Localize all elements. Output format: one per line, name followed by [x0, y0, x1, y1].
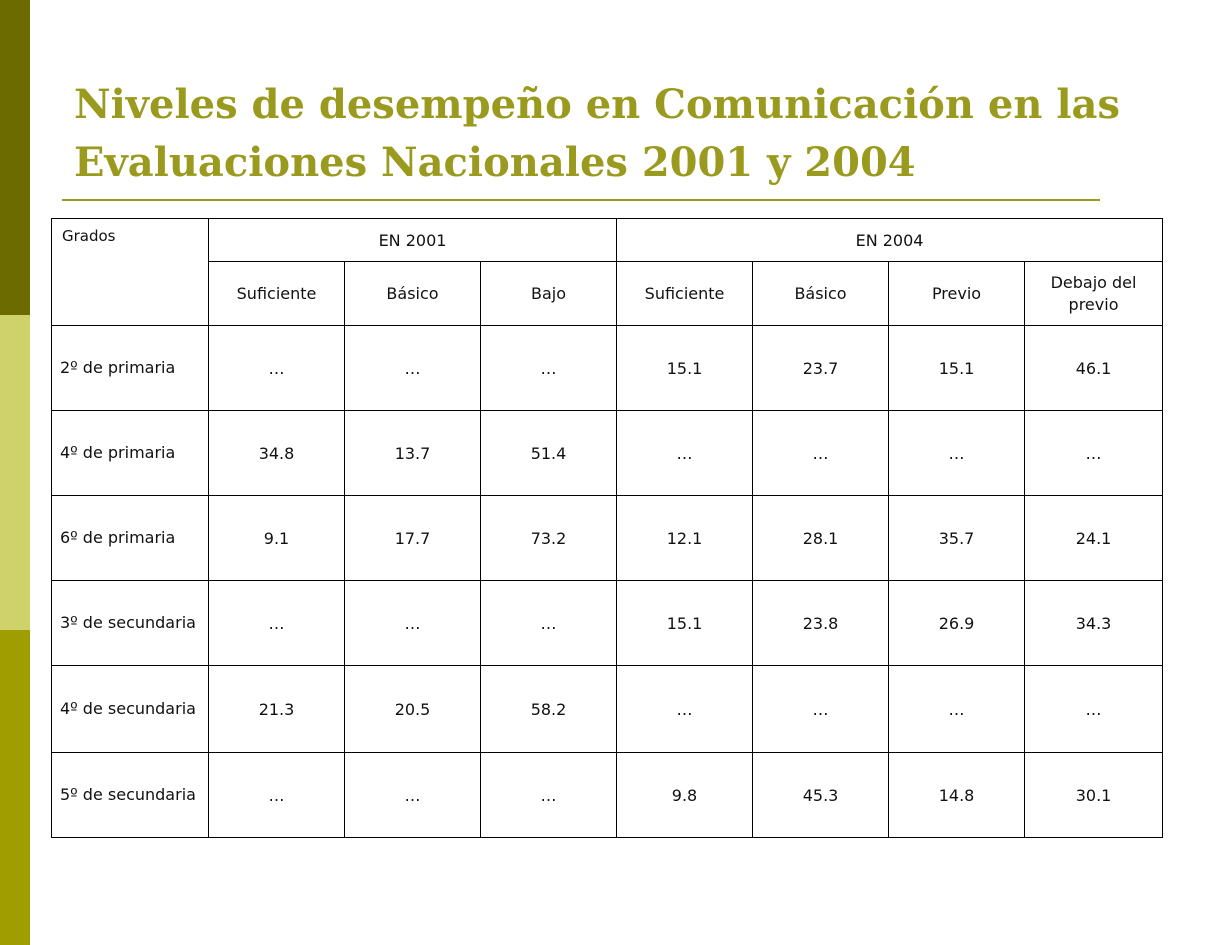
- table-row: 5º de secundaria……… 9.8 45.3 14.8 30.1: [51, 752, 1164, 838]
- value-cell: …: [208, 325, 345, 411]
- value-cell: 34.3: [1024, 580, 1164, 666]
- value-cell: …: [888, 665, 1026, 753]
- table-row: 4º de primaria 34.8 13.7 51.4…………: [51, 410, 1164, 496]
- value-cell: …: [344, 752, 481, 838]
- header-debajo-previo-2004: Debajo del previo: [1024, 261, 1164, 326]
- header-basico-2004: Básico: [752, 261, 890, 326]
- header-row-groups: Grados EN 2001 EN 2004: [51, 218, 1164, 326]
- value-cell: …: [344, 325, 481, 411]
- value-cell: …: [479, 752, 618, 838]
- value-cell: 9.8: [616, 752, 754, 838]
- value-cell: 24.1: [1024, 495, 1164, 581]
- value-cell: 9.1: [208, 495, 345, 581]
- header-en-2001: EN 2001: [207, 218, 618, 262]
- header-basico-2001: Básico: [344, 261, 481, 326]
- header-en-2004: EN 2004: [616, 218, 1164, 262]
- value-cell: …: [208, 580, 345, 666]
- grade-cell: 5º de secundaria: [51, 752, 209, 838]
- grade-cell: 2º de primaria: [51, 325, 209, 411]
- value-cell: 15.1: [616, 580, 754, 666]
- value-cell: …: [752, 665, 890, 753]
- table-row: 3º de secundaria……… 15.1 23.8 26.9 34.3: [51, 580, 1164, 666]
- table-row: 2º de primaria……… 15.1 23.7 15.1 46.1: [51, 325, 1164, 411]
- value-cell: …: [888, 410, 1026, 496]
- value-cell: …: [752, 410, 890, 496]
- value-cell: …: [1024, 665, 1164, 753]
- value-cell: 51.4: [479, 410, 618, 496]
- value-cell: 26.9: [888, 580, 1026, 666]
- value-cell: …: [616, 665, 754, 753]
- grade-cell: 3º de secundaria: [51, 580, 209, 666]
- value-cell: 73.2: [479, 495, 618, 581]
- value-cell: 46.1: [1024, 325, 1164, 411]
- value-cell: 21.3: [208, 665, 345, 753]
- value-cell: 35.7: [888, 495, 1026, 581]
- value-cell: 15.1: [616, 325, 754, 411]
- value-cell: 23.8: [752, 580, 890, 666]
- header-suficiente-2004: Suficiente: [616, 261, 754, 326]
- value-cell: 13.7: [344, 410, 481, 496]
- header-bajo-2001: Bajo: [479, 261, 618, 326]
- value-cell: 45.3: [752, 752, 890, 838]
- value-cell: 14.8: [888, 752, 1026, 838]
- slide-title: Niveles de desempeño en Comunicación en …: [74, 81, 1120, 186]
- decor-bar-middle: [0, 315, 30, 630]
- value-cell: 28.1: [752, 495, 890, 581]
- performance-table: Grados EN 2001 EN 2004 Suficiente Básico…: [51, 218, 1164, 838]
- value-cell: …: [616, 410, 754, 496]
- header-grados: Grados: [51, 218, 209, 326]
- title-underline: [62, 199, 1100, 201]
- grade-cell: 4º de primaria: [51, 410, 209, 496]
- value-cell: …: [208, 752, 345, 838]
- grade-cell: 4º de secundaria: [51, 665, 209, 753]
- header-row-levels: Suficiente Básico Bajo Suficiente Básico…: [52, 261, 1164, 326]
- value-cell: 58.2: [479, 665, 618, 753]
- header-previo-2004: Previo: [888, 261, 1026, 326]
- value-cell: 20.5: [344, 665, 481, 753]
- grade-cell: 6º de primaria: [51, 495, 209, 581]
- value-cell: 23.7: [752, 325, 890, 411]
- value-cell: 34.8: [208, 410, 345, 496]
- value-cell: …: [479, 325, 618, 411]
- decor-bar-bottom: [0, 630, 30, 945]
- table-row: 4º de secundaria 21.3 20.5 58.2…………: [51, 665, 1164, 753]
- value-cell: …: [479, 580, 618, 666]
- header-suficiente-2001: Suficiente: [208, 261, 345, 326]
- value-cell: 30.1: [1024, 752, 1164, 838]
- value-cell: 17.7: [344, 495, 481, 581]
- value-cell: …: [1024, 410, 1164, 496]
- value-cell: 12.1: [616, 495, 754, 581]
- value-cell: 15.1: [888, 325, 1026, 411]
- decor-bar-top: [0, 0, 30, 315]
- table-row: 6º de primaria 9.1 17.7 73.2 12.1 28.1 35.7 24.…: [51, 495, 1164, 581]
- value-cell: …: [344, 580, 481, 666]
